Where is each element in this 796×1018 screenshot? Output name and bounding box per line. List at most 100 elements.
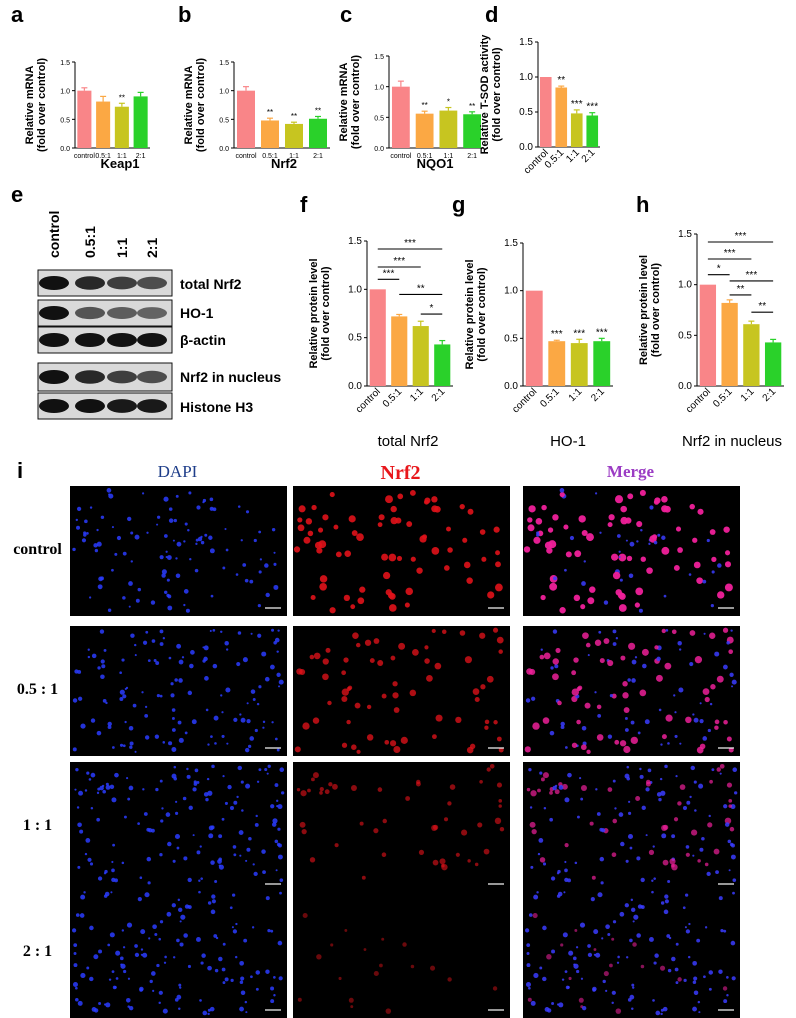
y-tick-label: 1.5 (519, 37, 533, 48)
merged-cell (564, 843, 569, 848)
merged-cell (550, 666, 554, 670)
merged-cell (528, 913, 533, 917)
merged-cell (550, 876, 556, 881)
merged-cell (580, 797, 584, 801)
micrograph-image (524, 627, 737, 754)
nucleus (207, 743, 210, 746)
nucleus (98, 1002, 102, 1005)
nucleus (97, 584, 103, 590)
merged-cell (656, 656, 661, 662)
bar-0.5:1 (391, 316, 408, 386)
nrf2-signal (297, 524, 305, 532)
y-axis-label-units: (fold over control) (350, 55, 362, 149)
bar-control (77, 90, 92, 148)
nucleus (181, 656, 185, 659)
merged-cell (539, 654, 545, 660)
merged-cell (581, 530, 588, 537)
y-axis-label: Relative T-SOD activity (479, 34, 491, 155)
merged-cell (628, 811, 632, 815)
significance-label: *** (551, 329, 563, 340)
nucleus (158, 990, 163, 995)
nrf2-signal (432, 734, 437, 740)
merged-cell (526, 963, 531, 968)
nucleus (137, 896, 142, 902)
nucleus (119, 671, 122, 675)
nucleus (159, 629, 164, 634)
nucleus (276, 805, 279, 808)
nucleus (150, 600, 156, 605)
merged-cell (652, 845, 655, 848)
merged-cell (618, 550, 621, 553)
nucleus (210, 594, 214, 598)
merged-cell (631, 983, 635, 987)
merged-cell (554, 789, 560, 795)
merged-cell (618, 556, 621, 559)
nrf2-signal (330, 943, 334, 947)
nucleus (213, 715, 219, 721)
nucleus (227, 784, 232, 790)
nucleus (120, 963, 123, 966)
merged-cell (538, 838, 544, 843)
nucleus (188, 491, 192, 495)
nucleus (135, 598, 140, 603)
merged-cell (525, 698, 531, 703)
nrf2-signal (423, 499, 430, 505)
nucleus (273, 994, 276, 997)
merged-cell (699, 702, 702, 705)
nucleus (156, 694, 160, 698)
nrf2-signal (396, 555, 403, 562)
merged-cell (709, 632, 716, 639)
nrf2-signal (381, 852, 387, 858)
nrf2-signal (447, 977, 452, 982)
nrf2-signal (312, 717, 320, 724)
blot-band-label: Histone H3 (180, 399, 253, 415)
y-tick-label: 0.5 (60, 117, 70, 124)
merged-cell (614, 807, 617, 810)
nrf2-signal (317, 527, 324, 533)
nrf2-signal (469, 743, 476, 750)
nucleus (218, 956, 223, 962)
nucleus (157, 515, 161, 519)
nucleus (259, 558, 263, 561)
nucleus (193, 780, 197, 784)
merged-cell (664, 894, 669, 899)
nucleus (101, 784, 105, 788)
bar-0.5:1 (721, 302, 738, 386)
nucleus (187, 905, 190, 908)
nrf2-signal (377, 660, 384, 667)
nrf2-signal (479, 779, 483, 784)
significance-label: * (717, 264, 721, 275)
nucleus (168, 518, 174, 523)
nrf2-signal (424, 645, 429, 650)
nucleus (177, 898, 181, 902)
merged-cell (664, 764, 668, 769)
merged-cell (644, 719, 650, 725)
merged-cell (597, 892, 603, 898)
nucleus (165, 812, 171, 817)
significance-label: * (430, 303, 434, 314)
nucleus (173, 518, 177, 523)
nucleus (151, 639, 156, 643)
blot-band (107, 399, 137, 413)
nucleus (188, 805, 193, 811)
nrf2-signal (388, 604, 397, 612)
merged-cell (552, 514, 559, 521)
micrograph-image (297, 912, 504, 1014)
merged-cell (645, 787, 650, 792)
y-tick-label: 0.5 (678, 330, 692, 341)
nrf2-signal (405, 796, 411, 801)
merged-cell (549, 730, 555, 736)
nucleus (107, 725, 112, 730)
merged-cell (693, 976, 698, 981)
x-axis-title: Nrf2 (271, 156, 297, 171)
merged-cell (571, 742, 578, 748)
nucleus (105, 701, 108, 705)
nrf2-signal (312, 772, 319, 779)
nucleus (119, 743, 124, 747)
nrf2-signal (319, 791, 323, 795)
nucleus (279, 767, 285, 773)
nucleus (222, 942, 226, 946)
nucleus (194, 768, 199, 773)
nrf2-signal (390, 517, 398, 525)
nucleus (179, 986, 182, 989)
